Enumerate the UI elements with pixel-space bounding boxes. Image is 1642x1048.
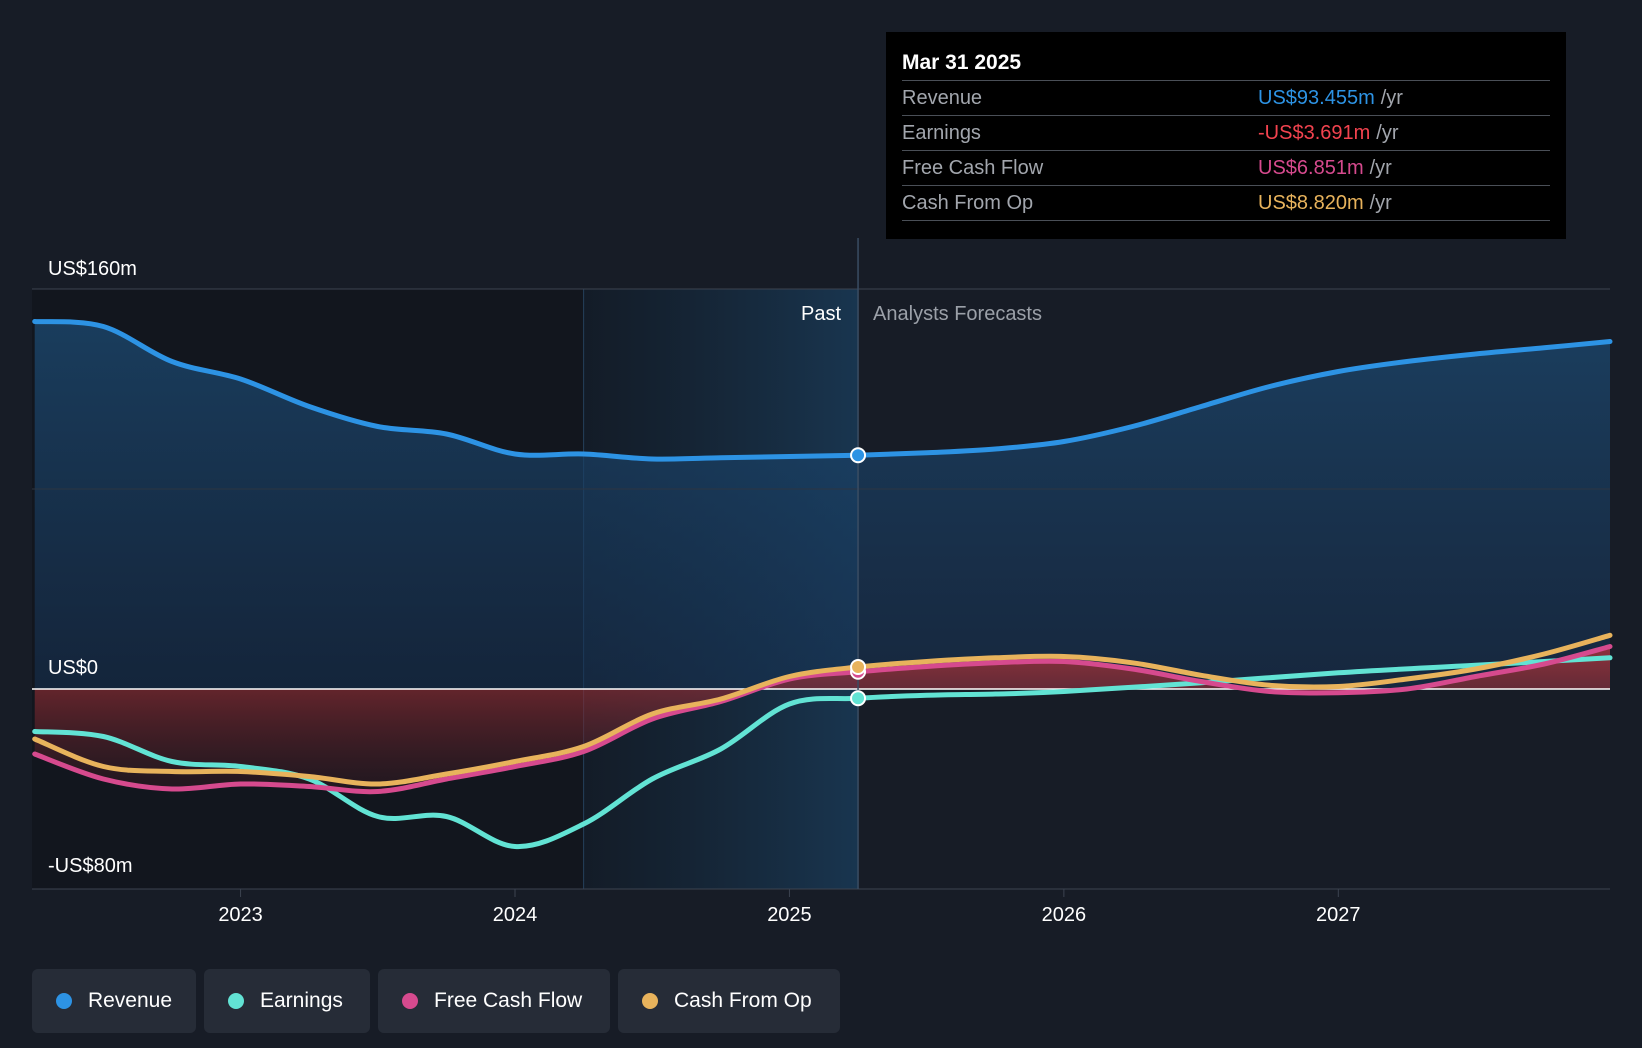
fcf-dot-icon [402,993,418,1009]
fcf-line [32,644,1613,795]
tooltip-row-name: Free Cash Flow [902,157,1044,179]
tooltip-row-name: Revenue [902,87,983,109]
legend-label: Revenue [87,989,172,1012]
tooltip-row-value: US$93.455m [1258,87,1375,109]
cfo-marker [850,659,867,675]
x-tick-label: 2026 [1042,904,1087,926]
forecast-label: Analysts Forecasts [873,303,1042,325]
tooltip-row-unit: /yr [1376,122,1399,144]
x-tick-label: 2024 [493,904,538,926]
tooltip-date: Mar 31 2025 [902,46,1550,81]
legend-item-revenue[interactable]: Revenue [32,969,196,1033]
tooltip-panel: Mar 31 2025 Revenue US$93.455m /yr Earni… [886,32,1566,239]
tooltip-row-value: US$8.820m [1258,192,1364,214]
tooltip-row-unit: /yr [1369,192,1392,214]
revenue-marker [850,447,867,464]
past-label: Past [801,303,841,325]
tooltip-row-value: US$6.851m [1258,157,1364,179]
tooltip-row-name: Cash From Op [902,192,1034,214]
legend-label: Free Cash Flow [434,989,583,1012]
revenue-area [34,321,1611,689]
cfo-line [32,632,1613,787]
tooltip-row-name: Earnings [902,122,981,144]
y-label-zero: US$0 [48,657,98,679]
legend-item-cfo[interactable]: Cash From Op [618,969,840,1033]
x-tick-label: 2027 [1316,904,1361,926]
legend-item-earnings[interactable]: Earnings [204,969,370,1033]
tooltip-row-unit: /yr [1380,87,1403,109]
cfo-dot-icon [642,993,658,1009]
fcf-area [34,646,1611,792]
tooltip-row-unit: /yr [1369,157,1392,179]
legend-label: Cash From Op [674,989,812,1012]
tooltip-row-fcf: Free Cash Flow US$6.851m /yr [902,151,1550,186]
revenue-dot-icon [56,993,72,1009]
earnings-marker [850,690,867,707]
earnings-dot-icon [228,993,244,1009]
legend-item-fcf[interactable]: Free Cash Flow [378,969,610,1033]
revenue-line [32,319,1613,462]
tooltip-row-cfo: Cash From Op US$8.820m /yr [902,186,1550,221]
tooltip-row-revenue: Revenue US$93.455m /yr [902,81,1550,116]
x-tick-label: 2025 [767,904,812,926]
y-label-bottom: -US$80m [48,855,132,877]
earnings-line [32,655,1613,850]
y-label-top: US$160m [48,258,137,280]
x-tick-label: 2023 [218,904,263,926]
tooltip-row-value: -US$3.691m [1258,122,1371,144]
legend-label: Earnings [260,989,343,1012]
tooltip-row-earnings: Earnings -US$3.691m /yr [902,116,1550,151]
